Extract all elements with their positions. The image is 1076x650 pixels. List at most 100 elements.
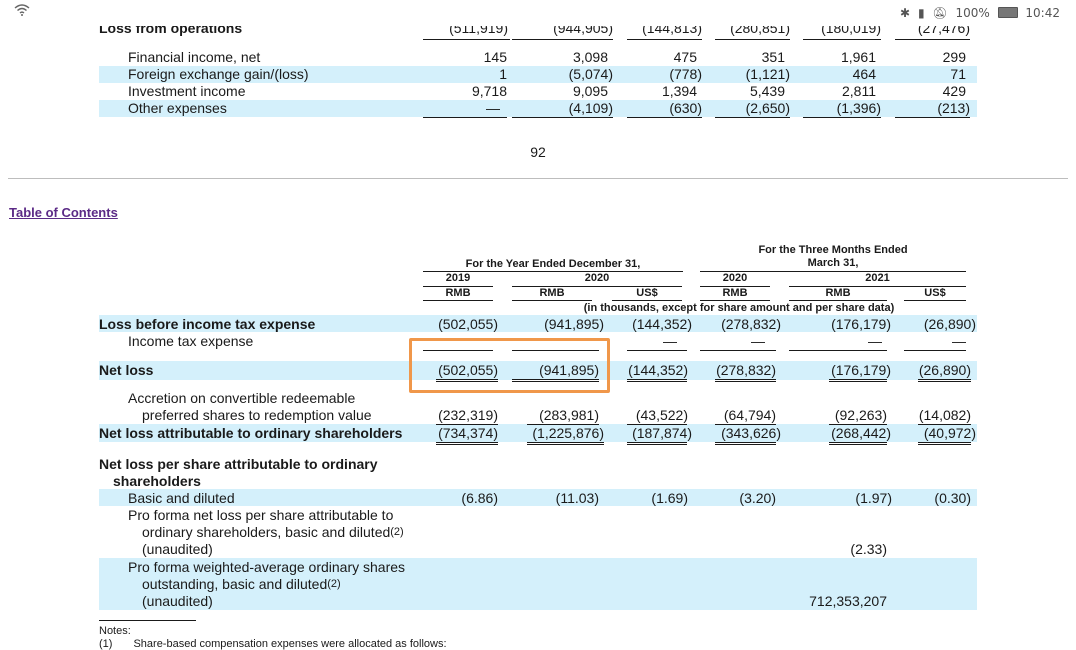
note-item-1: (1) Share-based compensation expenses wer… [99, 638, 447, 650]
footnote-ref[interactable]: (2) [327, 578, 341, 590]
accretion-label-1: Accretion on convertible redeemable [128, 390, 356, 406]
cell: (278,832) [721, 316, 781, 332]
cell: (14,082) [918, 407, 971, 423]
cell: (2.33) [850, 541, 887, 557]
header-q2020: 2020 [722, 272, 748, 284]
cell: 3,098 [572, 49, 608, 65]
status-bar: ✱ ▮ 🔕︎ 100% 10:42 [0, 0, 1076, 26]
row-label: Investment income [128, 83, 246, 99]
header-rmb: RMB [539, 287, 565, 299]
cell: (144,352) [628, 362, 688, 378]
battery-icon [997, 7, 1018, 18]
page-number: 92 [530, 144, 546, 160]
clock: 10:42 [1025, 6, 1060, 20]
cell: (26,890) [923, 316, 976, 332]
per-share-heading-1: Net loss per share attributable to ordin… [99, 456, 378, 472]
pro-forma-loss-1: Pro forma net loss per share attributabl… [128, 507, 394, 523]
cell: 2,811 [842, 83, 876, 99]
cell: (0.30) [934, 490, 971, 506]
header-note: (in thousands, except for share amount a… [583, 302, 895, 314]
cell: (734,374) [438, 425, 498, 441]
cell: — [663, 333, 677, 349]
cell: (11.03) [555, 490, 599, 506]
cell: (5,074) [568, 66, 613, 82]
per-share-heading-2: shareholders [113, 473, 201, 489]
cell: (26,890) [918, 362, 971, 378]
cell: 299 [942, 49, 966, 65]
cell: (1,396) [836, 100, 881, 116]
cell: 429 [942, 83, 966, 99]
net-loss-ordinary-label: Net loss attributable to ordinary shareh… [99, 425, 403, 441]
row-band [99, 66, 977, 83]
row-label: Foreign exchange gain/(loss) [128, 66, 309, 82]
cell: 712,353,207 [809, 593, 887, 609]
cell: (4,109) [568, 100, 613, 116]
cell: (1,225,876) [532, 425, 604, 441]
cell: (92,263) [834, 407, 887, 423]
pro-forma-shares-3: (unaudited) [142, 593, 213, 609]
cell: 9,718 [471, 83, 507, 99]
header-2019: 2019 [445, 272, 471, 284]
page-divider [8, 178, 1068, 179]
cell: (502,055) [438, 316, 498, 332]
cell: (941,895) [539, 362, 599, 378]
cell: (3.20) [739, 490, 776, 506]
cell: (187,874) [632, 425, 692, 441]
cell: (6.86) [461, 490, 498, 506]
header-usd: US$ [636, 287, 658, 299]
header-q2021: 2021 [865, 272, 890, 284]
cell: (40,972) [923, 425, 976, 441]
cell: (268,442) [831, 425, 891, 441]
cell: 71 [950, 66, 966, 82]
cell: (343,626) [721, 425, 781, 441]
cell: (144,352) [632, 316, 692, 332]
cell: 5,439 [749, 83, 785, 99]
signal-icon: ▮ [917, 6, 925, 20]
mute-icon: 🔕︎ [932, 6, 948, 20]
note-number: (1) [99, 638, 113, 650]
status-right: ✱ ▮ 🔕︎ 100% 10:42 [896, 6, 1060, 20]
basic-diluted-label: Basic and diluted [128, 490, 235, 506]
cell: 145 [483, 49, 507, 65]
pro-forma-loss-3: (unaudited) [142, 541, 213, 557]
cell: 351 [761, 49, 785, 65]
highlight-box [409, 338, 610, 393]
table-of-contents-link[interactable]: Table of Contents [9, 205, 118, 220]
header-rmb: RMB [445, 287, 471, 299]
cell: (213) [937, 100, 970, 116]
cell: (43,522) [635, 407, 688, 423]
row-band [99, 100, 977, 117]
pro-forma-shares-2: outstanding, basic and diluted [142, 576, 328, 592]
cell: (1.69) [651, 490, 688, 506]
notes-title: Notes: [99, 625, 131, 637]
cell: 9,095 [572, 83, 608, 99]
header-rmb: RMB [722, 287, 748, 299]
cell: — [486, 100, 500, 116]
header-three-months-1: For the Three Months Ended [758, 244, 908, 256]
cell: (502,055) [438, 362, 498, 378]
cell: (1,121) [745, 66, 790, 82]
cell: (1.97) [855, 490, 892, 506]
accretion-label-2: preferred shares to redemption value [142, 407, 372, 423]
loss-before-tax-label: Loss before income tax expense [99, 316, 316, 332]
pro-forma-shares-1: Pro forma weighted-average ordinary shar… [128, 559, 406, 575]
row-label: Other expenses [128, 100, 227, 116]
cell: (278,832) [716, 362, 776, 378]
cell: — [868, 333, 882, 349]
cell: (941,895) [544, 316, 604, 332]
income-tax-label: Income tax expense [128, 333, 254, 349]
cell: — [751, 333, 765, 349]
row-label: Financial income, net [128, 49, 261, 65]
cell: — [952, 333, 966, 349]
note-text: Share-based compensation expenses were a… [133, 638, 447, 650]
cell: 1,394 [661, 83, 697, 99]
cell: (176,179) [831, 362, 891, 378]
cell: 464 [852, 66, 876, 82]
header-year-ended: For the Year Ended December 31, [465, 258, 641, 270]
cell: (2,650) [745, 100, 790, 116]
pro-forma-loss-2: ordinary shareholders, basic and diluted [142, 524, 391, 540]
footnote-ref[interactable]: (2) [390, 526, 404, 538]
header-usd: US$ [924, 287, 946, 299]
wifi-icon [14, 4, 30, 19]
header-three-months-2: March 31, [807, 257, 859, 269]
